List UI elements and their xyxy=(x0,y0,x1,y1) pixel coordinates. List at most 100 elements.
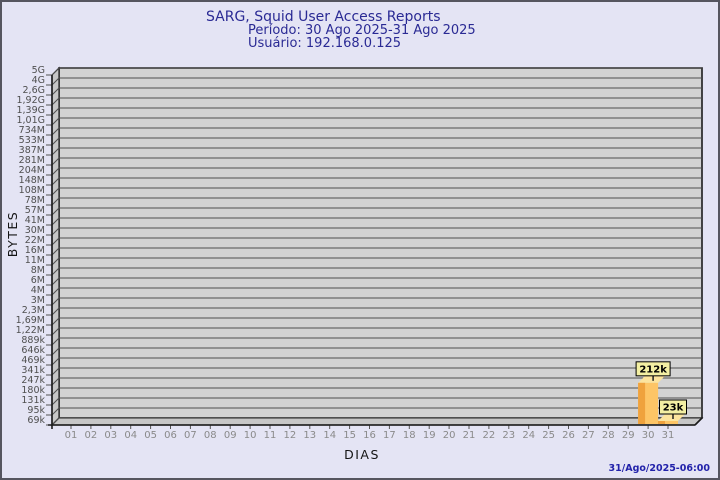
y-tick-diagonal xyxy=(51,177,60,186)
y-tick-label: 108M xyxy=(19,185,45,196)
y-tick-diagonal xyxy=(51,367,60,376)
chart-user: Usuário: 192.168.0.125 xyxy=(248,36,401,51)
y-tick-label: 6M xyxy=(31,275,45,286)
x-tick-label: 13 xyxy=(303,430,316,441)
y-tick-label: 341k xyxy=(21,365,45,376)
x-tick-label: 30 xyxy=(642,430,655,441)
x-tick-label: 22 xyxy=(483,430,496,441)
y-tick-label: 533M xyxy=(19,135,45,146)
x-tick-label: 23 xyxy=(502,430,515,441)
x-tick-label: 19 xyxy=(423,430,436,441)
y-tick-label: 1,22M xyxy=(16,325,45,336)
y-axis-layer: 5G4G2,6G1,92G1,39G1,01G734M533M387M281M2… xyxy=(16,65,60,426)
plot-back-wall xyxy=(58,67,703,419)
y-tick-diagonal xyxy=(51,77,60,86)
y-tick-diagonal xyxy=(51,207,60,216)
bar-top-face xyxy=(638,375,666,383)
y-tick-label: 1,92G xyxy=(16,95,45,106)
y-tick-diagonal xyxy=(51,87,60,96)
x-tick-label: 21 xyxy=(463,430,476,441)
y-tick-label: 2,6G xyxy=(23,85,45,96)
y-tick-label: 11M xyxy=(25,255,45,266)
y-tick-diagonal xyxy=(51,387,60,396)
x-tick-label: 29 xyxy=(622,430,635,441)
y-tick-diagonal xyxy=(51,297,60,306)
y-tick-label: 247k xyxy=(21,375,45,386)
y-tick-diagonal xyxy=(51,97,60,106)
y-tick-diagonal xyxy=(51,337,60,346)
y-tick-diagonal xyxy=(51,217,60,226)
chart-title: SARG, Squid User Access Reports xyxy=(206,9,441,25)
y-tick-diagonal xyxy=(51,377,60,386)
y-tick-label: 889k xyxy=(21,335,45,346)
y-tick-label: 2,3M xyxy=(22,305,45,316)
y-tick-label: 8M xyxy=(31,265,45,276)
chart-period: Período: 30 Ago 2025-31 Ago 2025 xyxy=(248,23,476,38)
y-tick-label: 1,39G xyxy=(16,105,45,116)
y-tick-label: 57M xyxy=(25,205,45,216)
value-callout-text: 212k xyxy=(639,364,667,375)
bars-layer: 212k 23k xyxy=(635,361,687,424)
x-tick-label: 08 xyxy=(204,430,217,441)
y-tick-label: 69k xyxy=(27,415,45,426)
x-tick-label: 17 xyxy=(383,430,396,441)
y-tick-diagonal xyxy=(51,167,60,176)
y-tick-diagonal xyxy=(51,107,60,116)
value-callout-box xyxy=(659,399,687,415)
x-tick-label: 14 xyxy=(323,430,336,441)
y-tick-diagonal xyxy=(51,187,60,196)
x-tick-label: 12 xyxy=(284,430,297,441)
x-tick-label: 27 xyxy=(582,430,595,441)
y-tick-label: 1,69M xyxy=(16,315,45,326)
x-tick-label: 20 xyxy=(443,430,456,441)
x-tick-label: 03 xyxy=(104,430,117,441)
x-tick-label: 15 xyxy=(343,430,356,441)
y-tick-diagonal xyxy=(51,127,60,136)
y-tick-diagonal xyxy=(51,307,60,316)
x-tick-label: 01 xyxy=(65,430,78,441)
x-tick-label: 11 xyxy=(264,430,277,441)
plot-floor xyxy=(50,417,704,426)
y-tick-diagonal xyxy=(51,67,60,76)
x-axis-layer: 01 02 03 04 05 06 07 08 09 10 11 12 13 14 15 16 17 18 19 20… xyxy=(65,425,674,441)
x-tick-label: 24 xyxy=(522,430,535,441)
chart-3d-frame xyxy=(50,66,704,427)
y-tick-label: 180k xyxy=(21,385,45,396)
value-callout-text: 23k xyxy=(663,403,684,414)
x-tick-label: 18 xyxy=(403,430,416,441)
x-tick-label: 10 xyxy=(244,430,257,441)
y-tick-label: 131k xyxy=(21,395,45,406)
y-tick-diagonal xyxy=(51,327,60,336)
y-tick-diagonal xyxy=(51,417,60,426)
y-tick-diagonal xyxy=(51,347,60,356)
axis-front-edges xyxy=(48,75,703,429)
y-tick-diagonal xyxy=(51,137,60,146)
x-tick-label: 02 xyxy=(85,430,98,441)
value-callout-box xyxy=(635,361,671,377)
y-tick-label: 78M xyxy=(25,195,45,206)
y-tick-diagonal xyxy=(51,147,60,156)
y-tick-label: 41M xyxy=(25,215,45,226)
y-axis-title: BYTES xyxy=(5,211,20,258)
y-tick-label: 469k xyxy=(21,355,45,366)
floor-corner-edge xyxy=(694,417,703,426)
x-tick-label: 06 xyxy=(164,430,177,441)
y-tick-diagonal xyxy=(51,157,60,166)
y-tick-label: 387M xyxy=(19,145,45,156)
y-tick-label: 4M xyxy=(31,285,45,296)
gridlines-layer xyxy=(59,67,702,419)
y-tick-diagonal xyxy=(51,357,60,366)
y-tick-label: 16M xyxy=(25,245,45,256)
y-tick-diagonal xyxy=(51,237,60,246)
y-tick-label: 30M xyxy=(25,225,45,236)
y-tick-diagonal xyxy=(51,197,60,206)
x-axis-title: DIAS xyxy=(344,447,380,462)
y-tick-label: 3M xyxy=(31,295,45,306)
x-tick-label: 04 xyxy=(124,430,137,441)
y-tick-diagonal xyxy=(51,267,60,276)
y-tick-diagonal xyxy=(51,247,60,256)
y-tick-label: 95k xyxy=(27,405,45,416)
y-tick-label: 1,01G xyxy=(16,115,45,126)
y-tick-label: 646k xyxy=(21,345,45,356)
